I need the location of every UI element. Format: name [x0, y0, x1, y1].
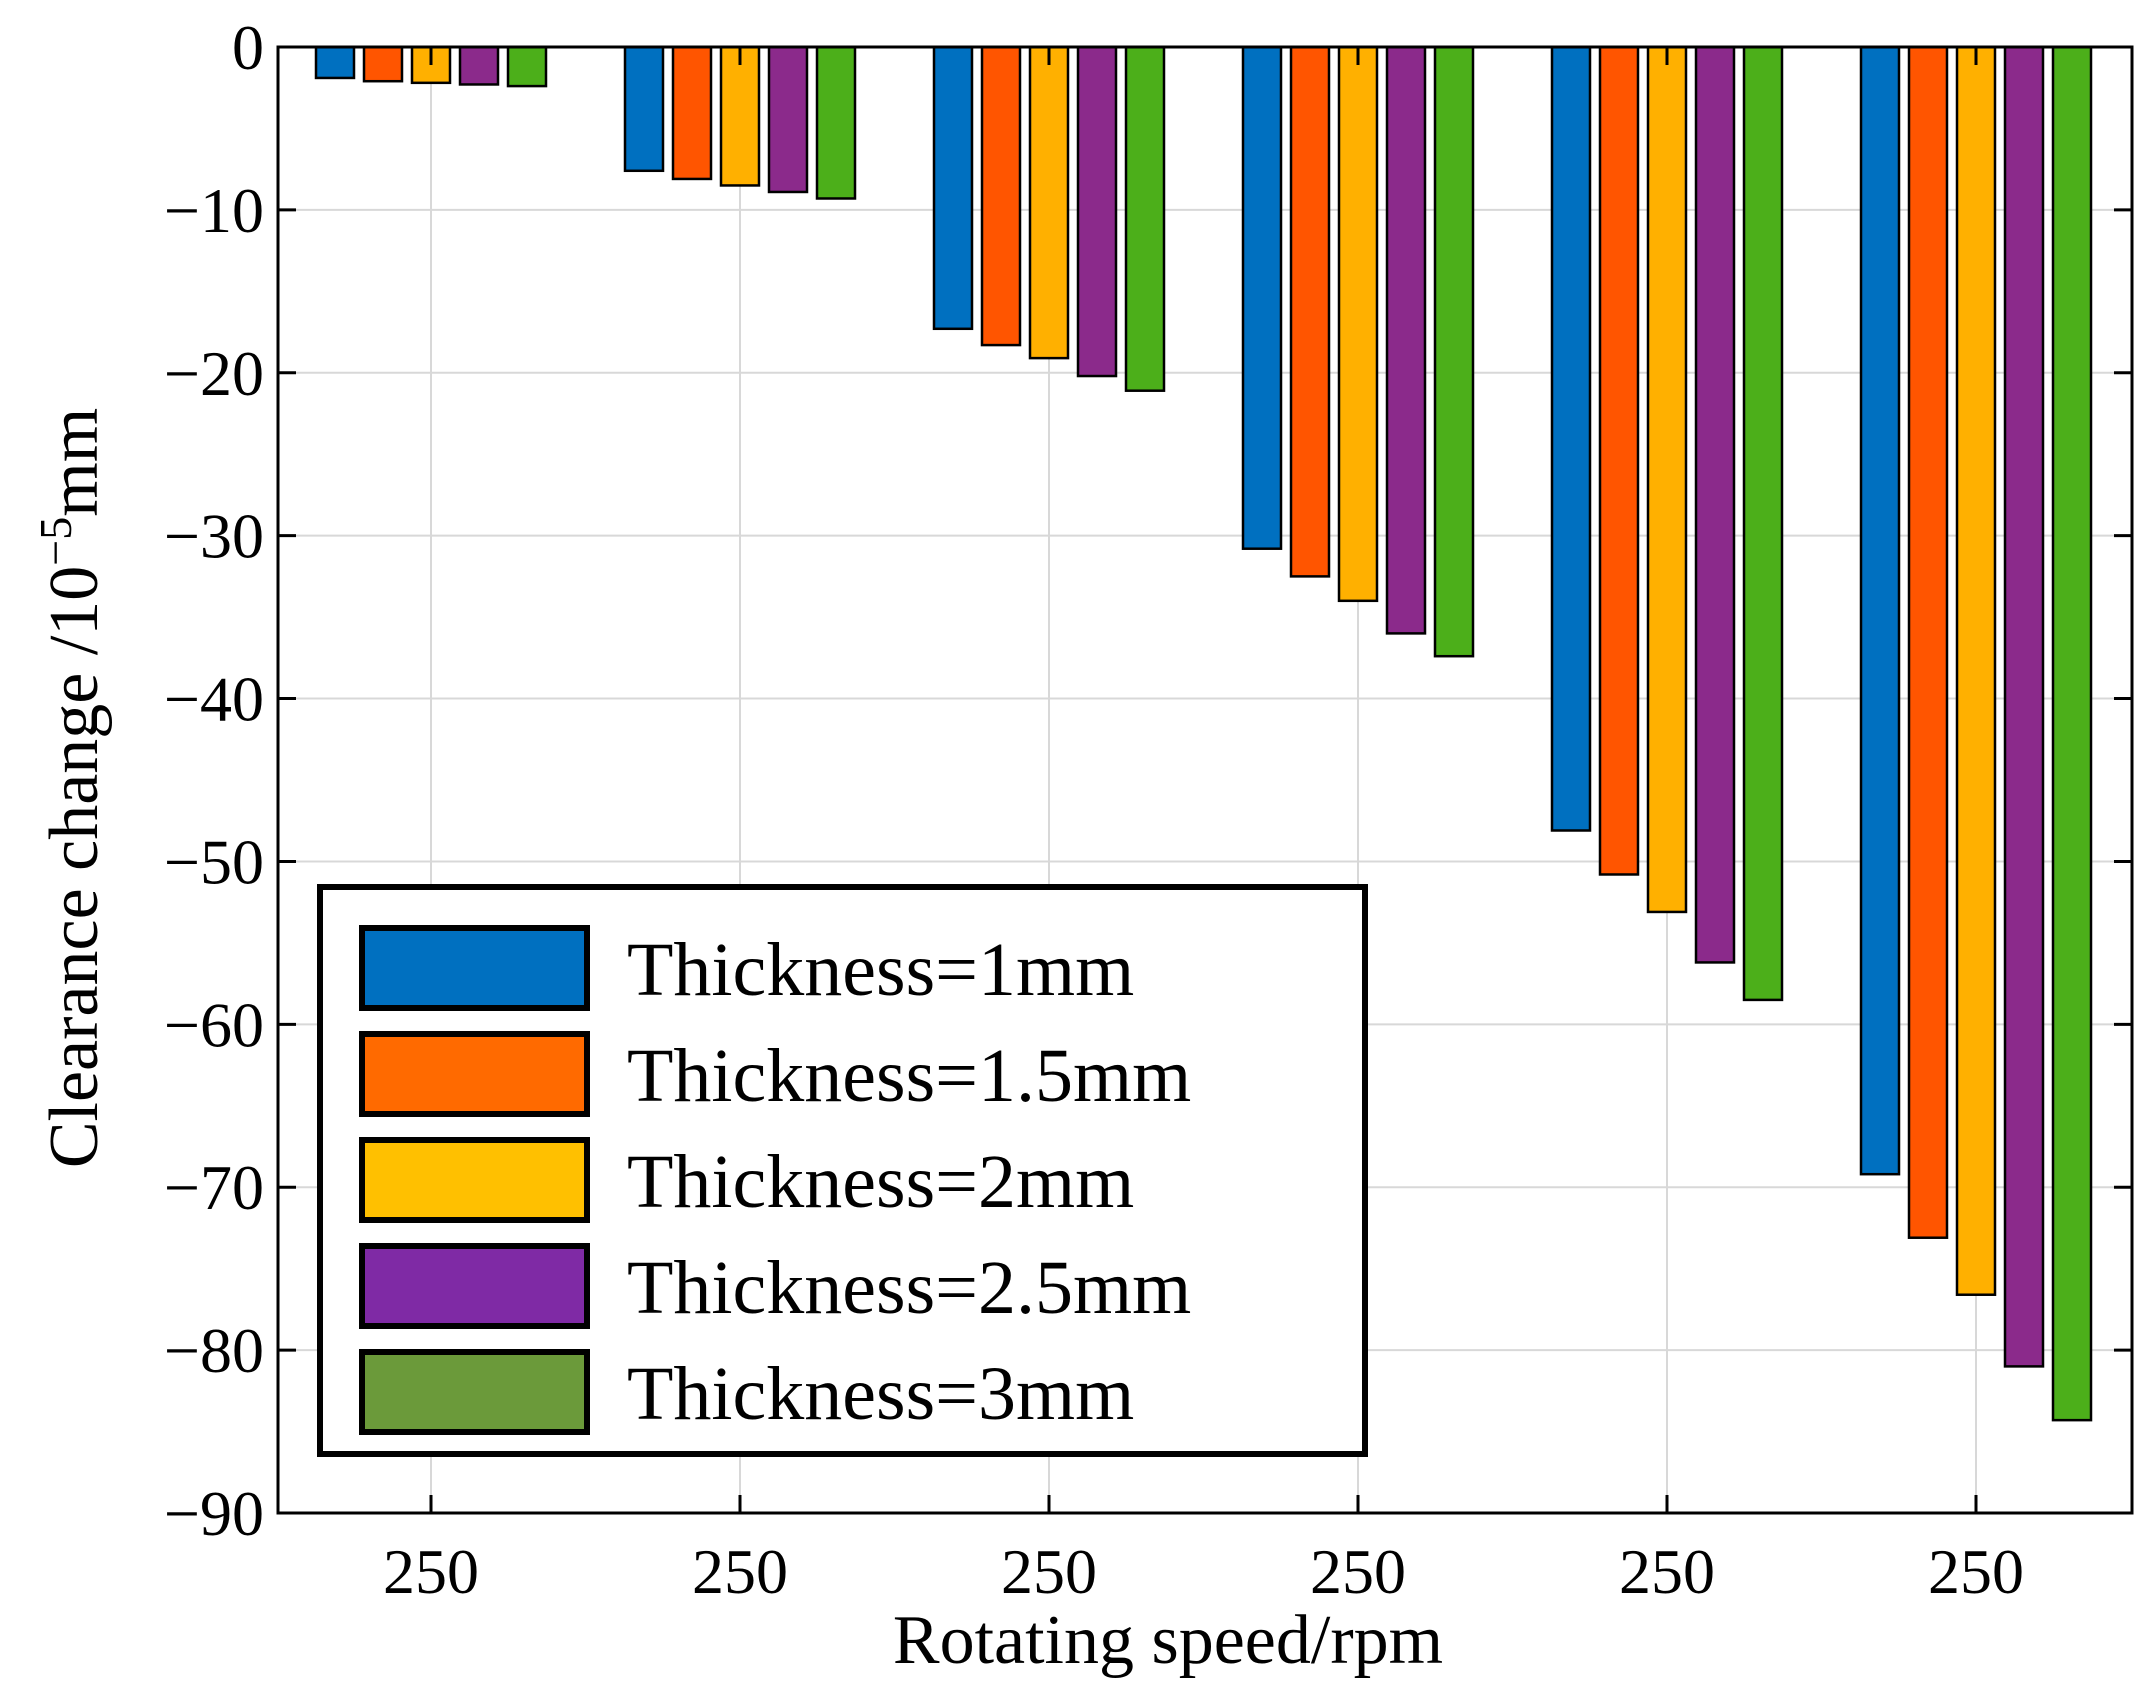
bar: [1694, 45, 1736, 964]
y-tick-label: −80: [164, 1315, 264, 1386]
bar: [1907, 45, 1949, 1239]
y-tick-label: −70: [164, 1152, 264, 1223]
y-axis-title-unit: mm: [36, 408, 113, 517]
x-tick-label: 250: [383, 1536, 479, 1607]
bar: [1028, 45, 1070, 360]
x-tick-label: 250: [1928, 1536, 2024, 1607]
x-axis-title: Rotating speed/rpm: [893, 1602, 1443, 1679]
x-tick-label: 250: [692, 1536, 788, 1607]
bar: [1433, 45, 1475, 658]
x-tick-label: 250: [1619, 1536, 1715, 1607]
bar: [1124, 45, 1166, 392]
bar: [623, 45, 665, 173]
bar: [362, 45, 404, 83]
legend-entry-label: Thickness=1mm: [627, 928, 1134, 1012]
x-tick-label: 250: [1310, 1536, 1406, 1607]
y-tick-label: −50: [164, 826, 264, 897]
bar: [458, 45, 500, 86]
bar: [815, 45, 857, 200]
y-axis-title: Clearance change /10−5mm: [30, 408, 113, 1168]
bar: [1289, 45, 1331, 578]
bar: [671, 45, 713, 181]
bar: [1859, 45, 1901, 1176]
legend-swatch: [359, 1243, 590, 1329]
y-tick-label: 0: [232, 12, 264, 83]
axis-ticks: 0 −10 −20 −30 −40 −50 −60 −70 −80 −90 250 250 250 250…: [164, 12, 2132, 1607]
legend: Thickness=1mm Thickness=1.5mm Thickness=2m…: [317, 884, 1368, 1457]
x-tick-label: 250: [1001, 1536, 1097, 1607]
bar: [2003, 45, 2045, 1368]
legend-entry-label: Thickness=1.5mm: [627, 1034, 1191, 1118]
bar: [1241, 45, 1283, 550]
bar: [719, 45, 761, 187]
bar: [932, 45, 974, 331]
bar: [980, 45, 1022, 347]
legend-swatch: [359, 1031, 590, 1117]
legend-swatch: [359, 925, 590, 1011]
bar: [506, 45, 548, 88]
legend-swatch: [359, 1349, 590, 1435]
y-axis-title-text: Clearance change /10: [36, 566, 113, 1168]
bar: [1646, 45, 1688, 914]
y-tick-label: −60: [164, 989, 264, 1060]
bar: [1550, 45, 1592, 832]
bar: [767, 45, 809, 194]
bar: [1076, 45, 1118, 378]
legend-swatch: [359, 1137, 590, 1223]
bar: [314, 45, 356, 80]
y-tick-label: −40: [164, 664, 264, 735]
legend-entry-label: Thickness=2mm: [627, 1140, 1134, 1224]
bar: [1955, 45, 1997, 1296]
bar: [2051, 45, 2093, 1422]
y-tick-label: −20: [164, 338, 264, 409]
bar: [1598, 45, 1640, 876]
y-tick-label: −90: [164, 1478, 264, 1549]
bar: [1337, 45, 1379, 603]
bar: [1385, 45, 1427, 635]
y-axis-title-exponent: −5: [30, 517, 81, 566]
bar: [1742, 45, 1784, 1002]
plot-area-frame: [276, 45, 2134, 1515]
y-tick-label: −30: [164, 501, 264, 572]
y-tick-label: −10: [164, 175, 264, 246]
legend-entry-label: Thickness=3mm: [627, 1352, 1134, 1436]
legend-entry-label: Thickness=2.5mm: [627, 1246, 1191, 1330]
